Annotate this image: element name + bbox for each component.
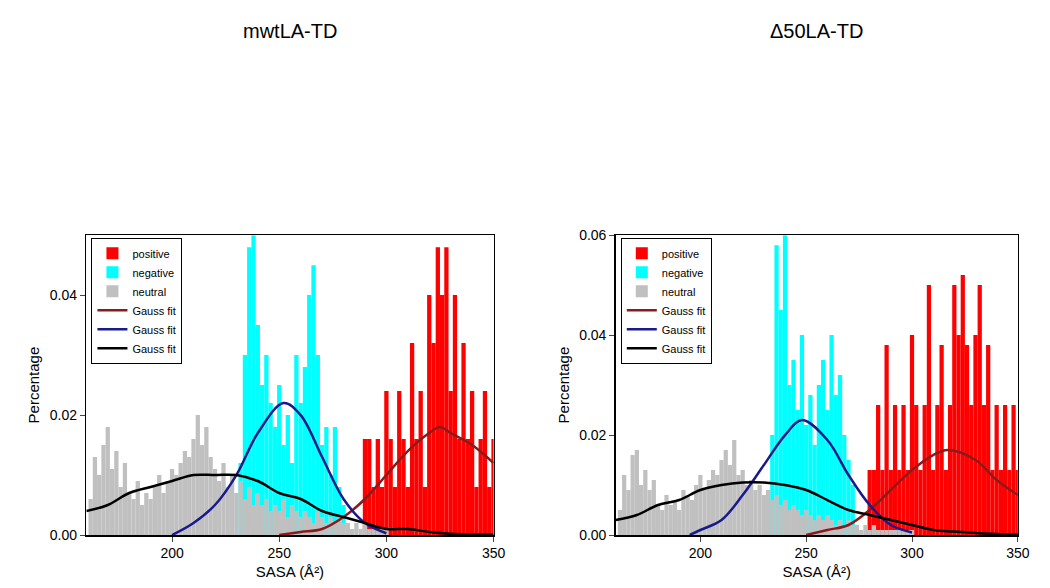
svg-text:0.04: 0.04	[579, 327, 606, 343]
svg-text:mwtLA-TD: mwtLA-TD	[243, 20, 337, 42]
svg-text:neutral: neutral	[662, 286, 696, 298]
svg-text:neutral: neutral	[132, 286, 166, 298]
svg-text:negative: negative	[662, 267, 704, 279]
svg-text:200: 200	[160, 545, 184, 561]
svg-text:Percentage: Percentage	[25, 347, 42, 424]
svg-text:Gauss fit: Gauss fit	[132, 324, 175, 336]
svg-text:Gauss fit: Gauss fit	[132, 343, 175, 355]
svg-text:positive: positive	[662, 248, 699, 260]
svg-text:0.06: 0.06	[579, 227, 606, 243]
svg-text:negative: negative	[132, 267, 174, 279]
svg-text:350: 350	[482, 545, 506, 561]
svg-text:Gauss fit: Gauss fit	[662, 324, 705, 336]
svg-text:SASA (Å²): SASA (Å²)	[783, 563, 851, 580]
svg-text:Gauss fit: Gauss fit	[132, 305, 175, 317]
svg-text:0.04: 0.04	[50, 287, 77, 303]
svg-text:0.00: 0.00	[50, 527, 77, 543]
svg-text:250: 250	[795, 545, 819, 561]
svg-text:250: 250	[268, 545, 292, 561]
svg-text:0.02: 0.02	[50, 407, 77, 423]
svg-text:Δ50LA-TD: Δ50LA-TD	[770, 20, 863, 42]
svg-text:positive: positive	[132, 248, 169, 260]
svg-text:SASA (Å²): SASA (Å²)	[256, 563, 324, 580]
svg-text:0.02: 0.02	[579, 427, 606, 443]
svg-text:300: 300	[900, 545, 924, 561]
svg-text:200: 200	[689, 545, 713, 561]
svg-text:300: 300	[375, 545, 399, 561]
svg-text:350: 350	[1006, 545, 1030, 561]
svg-text:Gauss fit: Gauss fit	[662, 305, 705, 317]
svg-text:Percentage: Percentage	[555, 347, 572, 424]
svg-text:0.00: 0.00	[579, 527, 606, 543]
svg-text:Gauss fit: Gauss fit	[662, 343, 705, 355]
